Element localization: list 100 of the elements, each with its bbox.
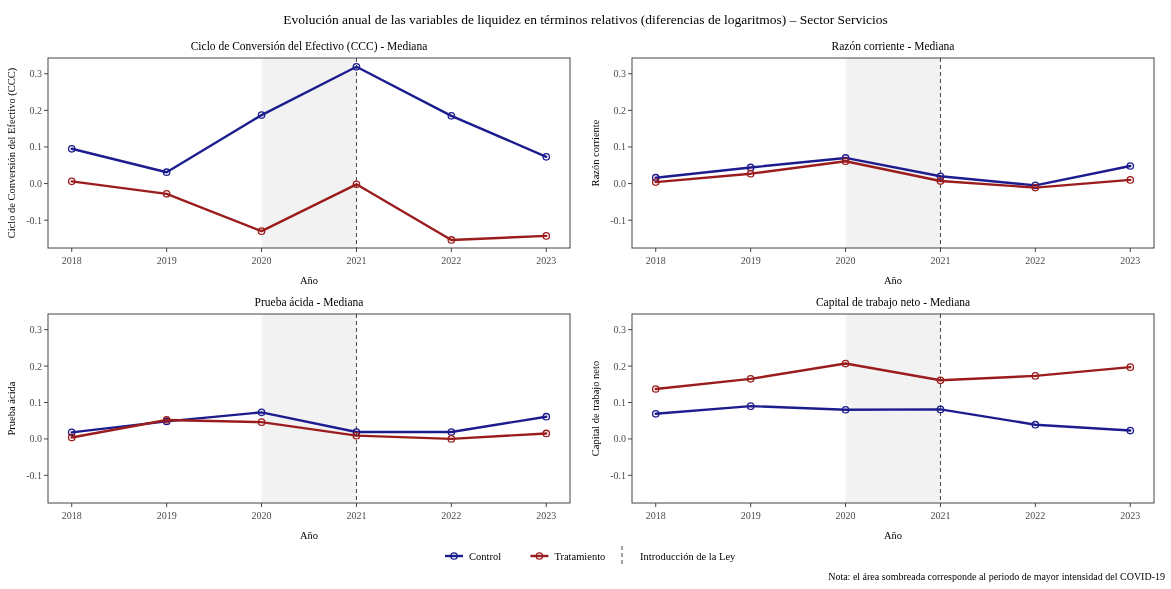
x-tick-label: 2023 — [536, 510, 557, 521]
y-tick-label: 0.1 — [29, 141, 42, 153]
y-tick-label: -0.1 — [26, 214, 42, 226]
chart-title: Ciclo de Conversión del Efectivo (CCC) - Mediana — [190, 40, 428, 53]
chart-title: Prueba ácida - Mediana — [254, 296, 364, 308]
x-tick-label: 2020 — [251, 510, 272, 521]
x-tick-label: 2019 — [740, 255, 761, 266]
point — [651, 409, 660, 418]
point — [447, 435, 456, 443]
x-tick-label: 2021 — [346, 510, 367, 521]
point — [1031, 420, 1040, 429]
text: Nota: el área sombreada corresponde al periodo de mayor intensidad del COVID-19 — [828, 571, 1165, 582]
y-tick-label: 0.0 — [613, 178, 626, 190]
point — [841, 405, 850, 414]
y-tick-label: 0.3 — [29, 68, 42, 80]
x-tick-label: 2022 — [1025, 255, 1046, 266]
point — [651, 385, 660, 393]
point — [162, 189, 171, 198]
point — [542, 152, 551, 161]
x-tick-label: 2019 — [156, 510, 177, 521]
x-tick-label: 2019 — [156, 255, 177, 266]
point — [67, 177, 76, 186]
x-tick-label: 2021 — [930, 510, 951, 521]
point — [1126, 162, 1135, 170]
point — [542, 232, 551, 240]
chart-title: Razón corriente - Mediana — [831, 40, 955, 52]
y-tick-label: 0.0 — [613, 433, 626, 445]
point — [542, 412, 551, 421]
x-tick-label: 2020 — [835, 510, 856, 521]
point — [447, 236, 456, 244]
x-tick-label: 2022 — [441, 255, 462, 266]
y-tick-label: 0.0 — [29, 433, 42, 445]
point — [746, 169, 755, 178]
x-axis-title: Año — [883, 530, 903, 541]
x-tick-label: 2021 — [346, 255, 367, 266]
point — [1126, 363, 1135, 372]
point — [841, 359, 850, 368]
point — [1031, 372, 1040, 380]
y-tick-label: 0.3 — [29, 324, 42, 336]
point — [352, 180, 361, 189]
point — [746, 163, 755, 172]
point — [746, 402, 755, 410]
point — [447, 111, 456, 120]
point — [257, 408, 266, 417]
y-axis-title: Prueba ácida — [6, 381, 17, 436]
y-tick-label: 0.1 — [613, 396, 626, 408]
x-tick-label: 2021 — [930, 255, 951, 266]
point — [936, 177, 945, 185]
y-tick-label: 0.2 — [29, 104, 42, 116]
y-axis-title: Ciclo de Conversión del Efectivo (CCC) — [6, 67, 18, 239]
point — [841, 157, 850, 166]
x-tick-label: 2022 — [1025, 510, 1046, 521]
point — [1126, 426, 1135, 435]
y-tick-label: 0.2 — [613, 360, 626, 372]
chart-title: Capital de trabajo neto - Mediana — [815, 296, 971, 309]
y-tick-label: 0.3 — [613, 68, 626, 80]
y-axis-title: Capital de trabajo neto — [590, 360, 601, 457]
point — [1126, 176, 1135, 184]
x-tick-label: 2020 — [835, 255, 856, 266]
y-tick-label: 0.2 — [29, 360, 42, 372]
point — [746, 374, 755, 383]
point — [936, 172, 945, 181]
x-tick-label: 2020 — [251, 255, 272, 266]
x-tick-label: 2023 — [1120, 255, 1141, 266]
y-axis-title: Razón corriente — [590, 119, 601, 187]
point — [352, 431, 361, 440]
legend-label: Tratamiento — [554, 551, 606, 562]
x-tick-label: 2018 — [645, 510, 666, 521]
point — [542, 429, 551, 438]
point — [651, 178, 660, 186]
legend-label: Control — [469, 551, 502, 562]
point — [352, 62, 361, 71]
legend-label: Introducción de la Ley — [640, 551, 737, 562]
x-tick-label: 2018 — [61, 510, 82, 521]
y-tick-label: 0.1 — [613, 141, 626, 153]
y-tick-label: -0.1 — [610, 469, 626, 481]
y-tick-label: 0.2 — [613, 104, 626, 116]
x-tick-label: 2022 — [441, 510, 462, 521]
x-tick-label: 2023 — [536, 255, 557, 266]
y-tick-label: 0.0 — [29, 178, 42, 190]
x-axis-title: Año — [299, 530, 319, 541]
point — [67, 428, 76, 437]
point — [257, 418, 266, 427]
x-tick-label: 2018 — [645, 255, 666, 266]
point — [651, 173, 660, 182]
x-axis-title: Año — [299, 275, 319, 286]
x-tick-label: 2023 — [1120, 510, 1141, 521]
point — [936, 376, 945, 385]
y-tick-label: 0.1 — [29, 396, 42, 408]
y-tick-label: -0.1 — [26, 469, 42, 481]
point — [447, 428, 456, 436]
y-tick-label: -0.1 — [610, 214, 626, 226]
x-tick-label: 2018 — [61, 255, 82, 266]
point — [67, 433, 76, 442]
point — [257, 227, 266, 236]
point — [257, 111, 266, 119]
x-tick-label: 2019 — [740, 510, 761, 521]
text: Evolución anual de las variables de liquidez en términos relativos (diferencias de logaritmos) – Sector Servicios — [283, 12, 888, 27]
point — [162, 168, 171, 177]
x-axis-title: Año — [883, 275, 903, 286]
